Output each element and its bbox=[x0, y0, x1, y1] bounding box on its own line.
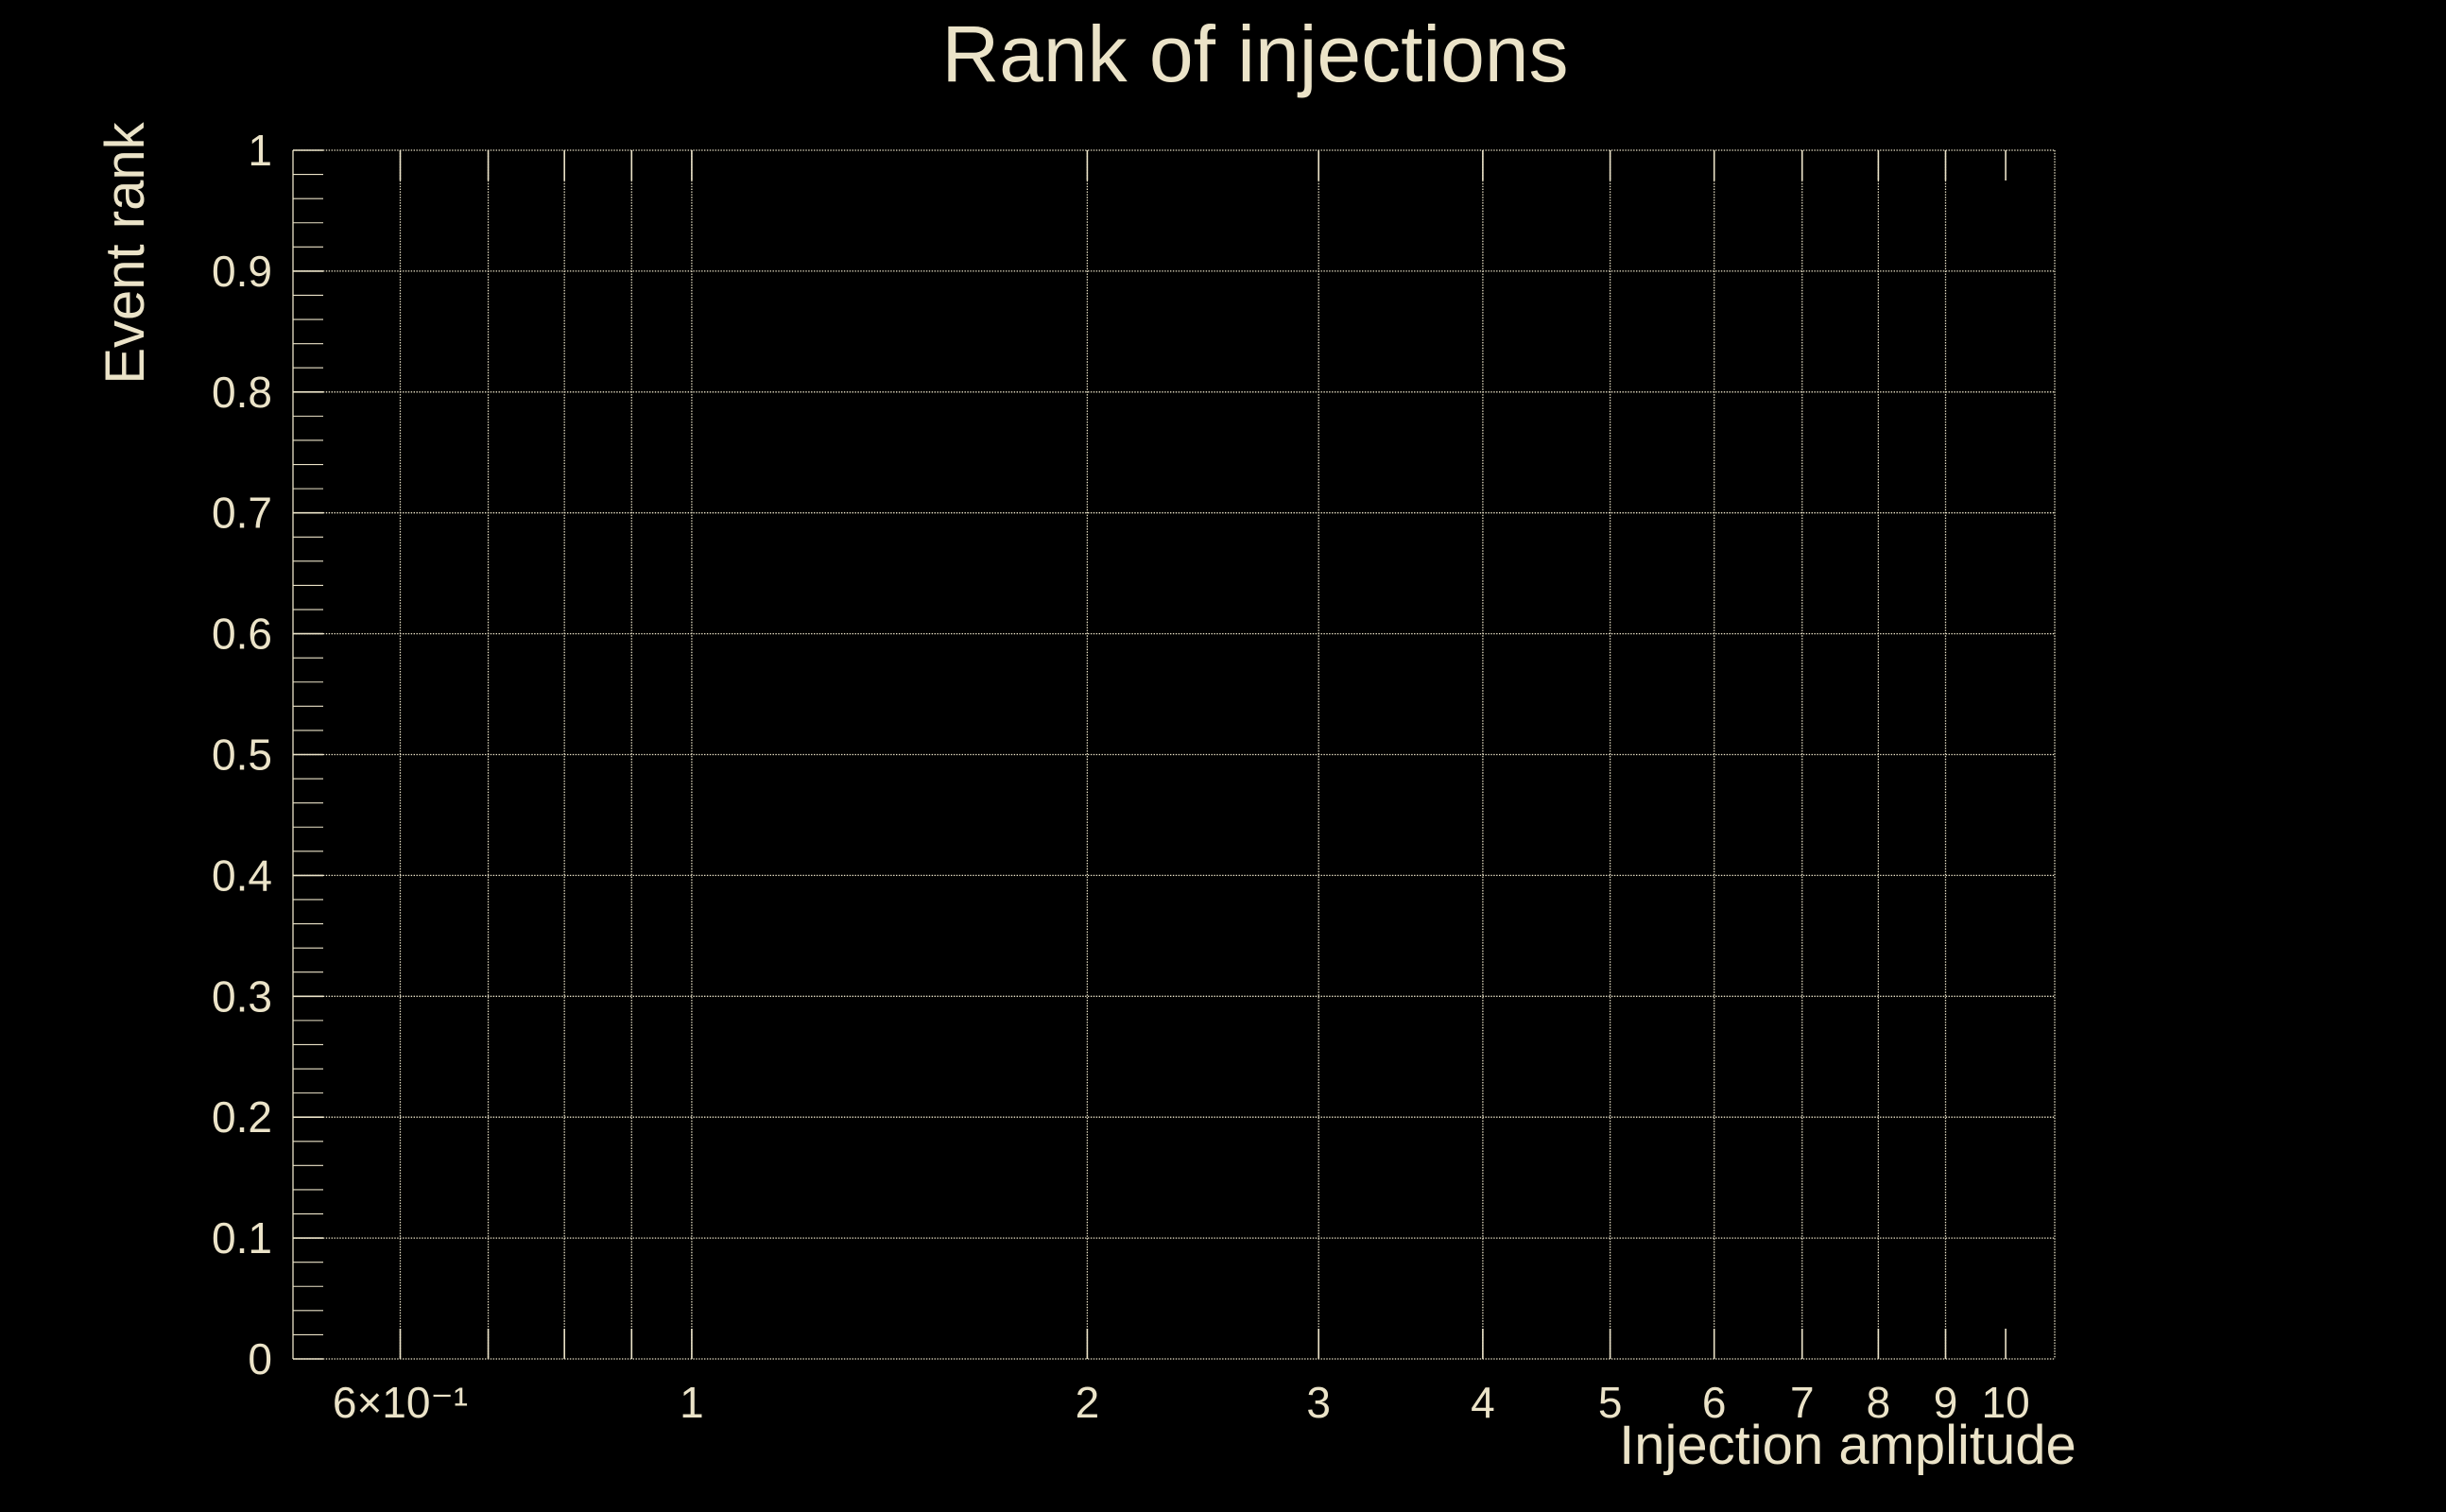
svg-text:0.5: 0.5 bbox=[212, 730, 272, 780]
svg-text:0.1: 0.1 bbox=[212, 1213, 272, 1263]
svg-text:0.7: 0.7 bbox=[212, 489, 272, 538]
svg-text:0.9: 0.9 bbox=[212, 247, 272, 296]
svg-text:0.2: 0.2 bbox=[212, 1092, 272, 1142]
svg-text:4: 4 bbox=[1471, 1378, 1495, 1427]
svg-text:3: 3 bbox=[1306, 1378, 1331, 1427]
svg-text:0.6: 0.6 bbox=[212, 610, 272, 659]
svg-text:Injection amplitude: Injection amplitude bbox=[1619, 1415, 2076, 1476]
svg-text:0.4: 0.4 bbox=[212, 850, 272, 900]
svg-text:0.8: 0.8 bbox=[212, 368, 272, 417]
svg-text:Event rank: Event rank bbox=[95, 121, 156, 384]
svg-text:1: 1 bbox=[248, 126, 272, 175]
svg-text:6×10⁻¹: 6×10⁻¹ bbox=[333, 1378, 468, 1427]
svg-text:0.3: 0.3 bbox=[212, 971, 272, 1021]
svg-text:1: 1 bbox=[680, 1378, 704, 1427]
svg-text:0: 0 bbox=[248, 1334, 272, 1383]
svg-text:2: 2 bbox=[1076, 1378, 1100, 1427]
svg-text:Rank of injections: Rank of injections bbox=[941, 9, 1568, 98]
